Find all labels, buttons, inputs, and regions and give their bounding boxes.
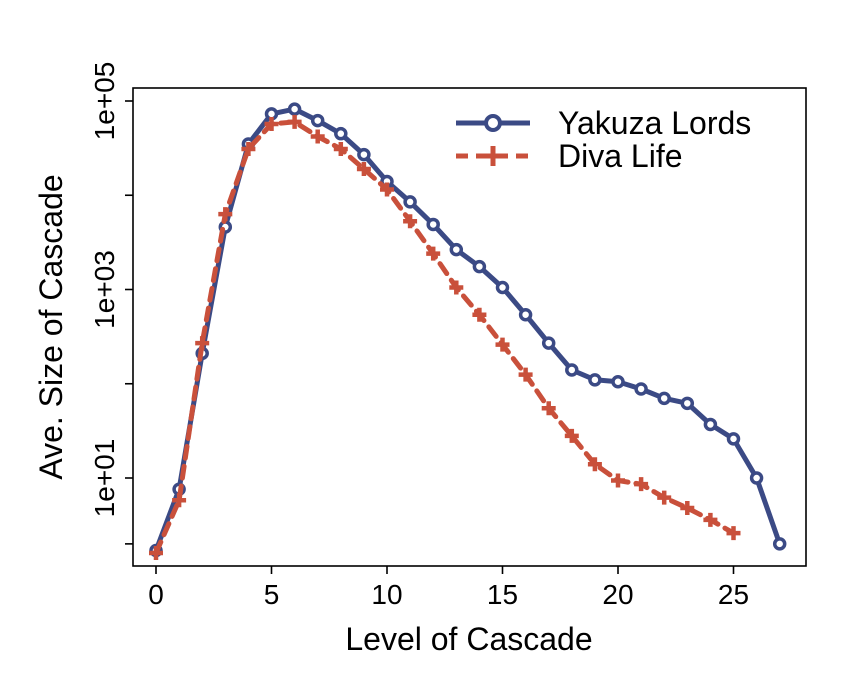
data-point-yakuza-lords — [472, 259, 487, 274]
legend-marker-yakuza-lords — [484, 114, 502, 132]
data-point-diva-life — [611, 473, 625, 488]
data-point-diva-life — [149, 546, 163, 561]
data-point-yakuza-lords — [310, 113, 325, 128]
series-diva-life — [149, 114, 741, 561]
x-tick-label: 20 — [602, 579, 633, 610]
data-point-yakuza-lords — [726, 432, 741, 446]
series-line-diva-life — [153, 119, 736, 556]
series-yakuza-lords — [149, 102, 787, 558]
data-point-yakuza-lords — [634, 382, 648, 396]
data-point-diva-life — [218, 207, 233, 222]
data-point-yakuza-lords — [287, 102, 302, 116]
data-point-diva-life — [657, 490, 672, 505]
data-point-diva-life — [634, 477, 649, 492]
data-point-yakuza-lords — [703, 417, 718, 432]
data-point-yakuza-lords — [588, 373, 602, 387]
data-point-diva-life — [472, 307, 487, 322]
series-line-yakuza-lords — [153, 106, 783, 553]
data-point-diva-life — [449, 280, 464, 295]
data-point-diva-life — [264, 117, 279, 132]
data-point-yakuza-lords — [565, 363, 579, 377]
data-point-diva-life — [564, 428, 579, 443]
data-point-yakuza-lords — [426, 217, 440, 232]
data-point-diva-life — [726, 526, 741, 541]
y-tick-label: 1e+01 — [89, 439, 120, 518]
data-point-yakuza-lords — [403, 195, 417, 209]
data-point-yakuza-lords — [772, 537, 787, 551]
y-tick-label: 1e+05 — [89, 62, 120, 141]
series-layer — [149, 102, 787, 561]
data-point-diva-life — [587, 457, 602, 472]
x-axis-label: Level of Cascade — [345, 621, 592, 657]
x-tick-label: 5 — [264, 579, 280, 610]
data-point-yakuza-lords — [680, 396, 695, 411]
x-tick-label: 25 — [718, 579, 749, 610]
x-tick-label: 15 — [487, 579, 518, 610]
data-point-yakuza-lords — [334, 126, 348, 141]
data-point-diva-life — [356, 161, 371, 176]
data-point-yakuza-lords — [749, 471, 764, 485]
plot-frame — [132, 87, 807, 567]
legend-item-yakuza-lords: Yakuza Lords — [456, 105, 751, 141]
data-point-yakuza-lords — [518, 307, 533, 322]
data-point-diva-life — [541, 401, 556, 416]
data-point-diva-life — [403, 214, 418, 229]
legend-item-diva-life: Diva Life — [456, 138, 683, 174]
y-tick-label: 1e+03 — [89, 250, 120, 329]
data-point-yakuza-lords — [495, 280, 510, 295]
legend-marker-diva-life — [483, 146, 503, 166]
data-point-diva-life — [241, 141, 256, 156]
data-point-diva-life — [518, 367, 533, 382]
data-point-diva-life — [172, 493, 187, 508]
data-point-diva-life — [380, 182, 394, 197]
x-tick-label: 10 — [371, 579, 402, 610]
data-point-yakuza-lords — [541, 336, 556, 350]
data-point-diva-life — [680, 501, 695, 516]
data-point-diva-life — [703, 512, 718, 527]
data-point-diva-life — [333, 141, 348, 156]
data-point-diva-life — [310, 129, 325, 144]
data-point-diva-life — [287, 114, 302, 129]
data-point-diva-life — [426, 246, 441, 261]
legend-label-yakuza-lords: Yakuza Lords — [558, 105, 751, 141]
data-point-yakuza-lords — [449, 242, 464, 257]
data-point-diva-life — [195, 336, 210, 351]
legend-label-diva-life: Diva Life — [558, 138, 683, 174]
data-point-yakuza-lords — [611, 375, 625, 389]
y-axis-label: Ave. Size of Cascade — [33, 174, 69, 479]
x-tick-label: 0 — [148, 579, 164, 610]
data-point-diva-life — [495, 337, 510, 352]
data-point-yakuza-lords — [657, 391, 671, 406]
x-axis: 0 5 10 15 20 25 — [148, 566, 749, 610]
y-axis: 1e+01 1e+03 1e+05 — [89, 62, 133, 545]
data-point-yakuza-lords — [357, 147, 371, 162]
